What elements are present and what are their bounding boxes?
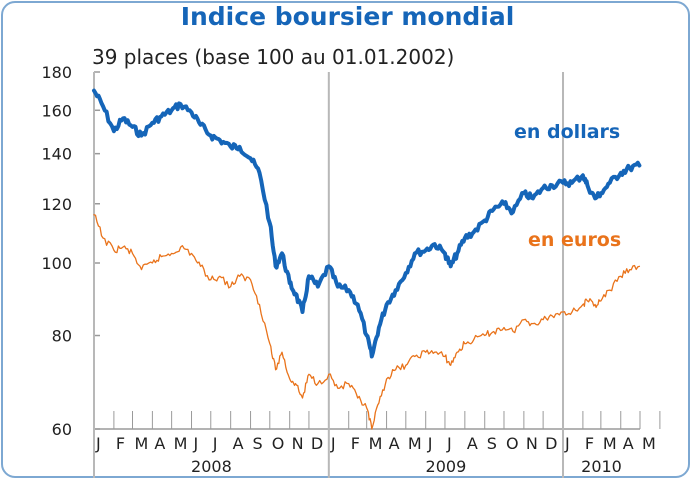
chart-subtitle: 39 places (base 100 au 01.01.2002) [92, 45, 455, 69]
x-tick-label: A [623, 434, 634, 453]
chart-frame [1, 1, 690, 478]
series-label-dollars: en dollars [514, 121, 620, 143]
y-tick-label: 160 [41, 101, 72, 120]
x-tick-label: O [272, 434, 285, 453]
y-tick-label: 180 [41, 63, 72, 82]
series-label-euros: en euros [528, 229, 621, 251]
x-tick-label: F [351, 434, 360, 453]
series-line-euros [93, 214, 641, 430]
x-tick-label: O [506, 434, 519, 453]
x-tick-label: N [526, 434, 538, 453]
x-tick-label: A [389, 434, 400, 453]
x-tick-label: J [446, 434, 452, 453]
x-tick-label: J [330, 434, 336, 453]
y-tick-label: 120 [41, 195, 72, 214]
x-tick-label: M [369, 434, 383, 453]
x-tick-label: M [174, 434, 188, 453]
y-tick-label: 100 [41, 254, 72, 273]
year-label: 2010 [581, 457, 622, 476]
x-tick-label: J [564, 434, 570, 453]
y-tick-label: 140 [41, 145, 72, 164]
x-tick-label: M [603, 434, 617, 453]
x-tick-label: F [116, 434, 125, 453]
series-group [92, 88, 642, 430]
x-tick-label: M [408, 434, 422, 453]
x-tick-label: A [467, 434, 478, 453]
year-label: 2009 [426, 457, 467, 476]
x-tick-label: A [154, 434, 165, 453]
x-tick-label: M [642, 434, 656, 453]
x-tick-label: J [212, 434, 218, 453]
x-tick-label: M [134, 434, 148, 453]
y-tick-label: 60 [52, 420, 72, 439]
chart-title: Indice boursier mondial [180, 2, 515, 31]
x-tick-label: J [427, 434, 433, 453]
x-tick-label: N [292, 434, 304, 453]
x-tick-label: D [311, 434, 323, 453]
x-tick-label: A [233, 434, 244, 453]
x-tick-label: F [585, 434, 594, 453]
series-line-dollars [92, 88, 642, 359]
x-tick-label: S [487, 434, 497, 453]
year-label: 2008 [191, 457, 232, 476]
x-tick-label: J [193, 434, 199, 453]
x-tick-label: J [95, 434, 101, 453]
x-tick-label: D [545, 434, 557, 453]
y-tick-label: 80 [52, 327, 72, 346]
x-tick-label: S [253, 434, 263, 453]
